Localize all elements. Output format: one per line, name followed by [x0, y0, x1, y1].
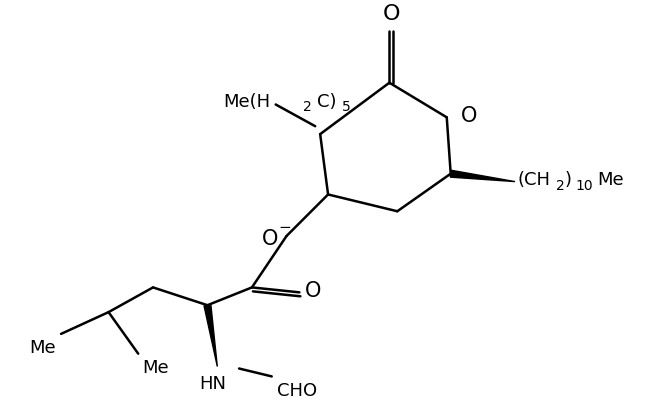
- Text: Me(H: Me(H: [224, 92, 271, 110]
- Polygon shape: [450, 171, 515, 182]
- Text: O: O: [262, 228, 279, 248]
- Text: Me: Me: [142, 358, 169, 376]
- Text: O: O: [383, 5, 400, 24]
- Text: ): ): [564, 170, 572, 188]
- Text: CHO: CHO: [277, 382, 317, 399]
- Text: O: O: [306, 281, 322, 301]
- Polygon shape: [204, 305, 217, 367]
- Text: C): C): [317, 92, 337, 110]
- Text: Me: Me: [597, 170, 624, 188]
- Text: HN: HN: [199, 375, 226, 392]
- Text: (CH: (CH: [518, 170, 551, 188]
- Text: 2: 2: [303, 100, 312, 114]
- Text: 10: 10: [576, 178, 593, 192]
- Text: 5: 5: [342, 100, 350, 114]
- Text: Me: Me: [29, 338, 56, 356]
- Text: −: −: [278, 219, 291, 234]
- Text: O: O: [460, 106, 477, 126]
- Text: 2: 2: [555, 178, 564, 192]
